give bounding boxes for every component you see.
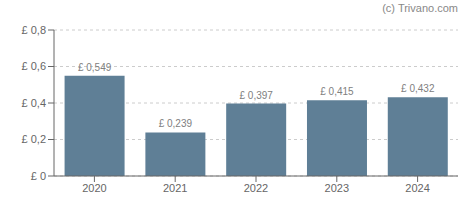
svg-text:2020: 2020	[82, 182, 106, 194]
svg-text:£ 0,397: £ 0,397	[239, 90, 273, 101]
svg-text:2024: 2024	[405, 182, 429, 194]
svg-text:£ 0,4: £ 0,4	[22, 97, 46, 109]
svg-text:£ 0,239: £ 0,239	[159, 118, 193, 129]
svg-text:£ 0,415: £ 0,415	[320, 86, 354, 97]
svg-text:£ 0,432: £ 0,432	[401, 83, 435, 94]
svg-text:2021: 2021	[163, 182, 187, 194]
html-text:(c) Trivano.com: (c) Trivano.com	[382, 2, 458, 14]
svg-text:£ 0,549: £ 0,549	[78, 62, 112, 73]
svg-text:£ 0,2: £ 0,2	[22, 133, 46, 145]
svg-text:2023: 2023	[325, 182, 349, 194]
svg-text:2022: 2022	[244, 182, 268, 194]
svg-text:£ 0,6: £ 0,6	[22, 60, 46, 72]
svg-text:£ 0,8: £ 0,8	[22, 24, 46, 36]
svg-text:£ 0: £ 0	[31, 170, 46, 182]
